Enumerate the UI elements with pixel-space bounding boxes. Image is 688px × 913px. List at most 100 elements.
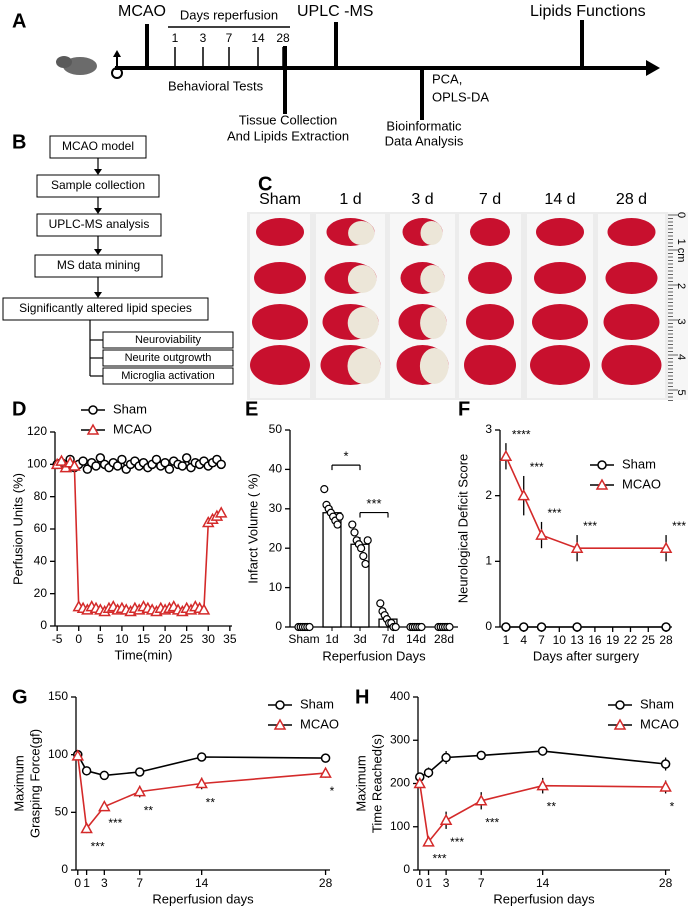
y-tick-label: 0 xyxy=(275,619,282,633)
y-tick-label: 50 xyxy=(269,422,283,436)
day-label: 1 xyxy=(172,31,179,45)
marker xyxy=(275,700,285,710)
mouse-head xyxy=(56,56,72,68)
marker xyxy=(99,770,110,781)
y-tick-label: 20 xyxy=(34,586,48,600)
x-tick-label: 3 xyxy=(101,876,108,890)
x-tick-label: 10 xyxy=(115,632,129,646)
series-line xyxy=(419,783,666,844)
day-label: 14 xyxy=(251,31,265,45)
significance-label: **** xyxy=(512,427,531,441)
data-point xyxy=(333,520,342,529)
x-tick-label: 35 xyxy=(223,632,237,646)
y-axis-label: Perfusion Units (%) xyxy=(10,473,25,585)
infarct xyxy=(419,348,449,384)
marker xyxy=(320,753,331,763)
y-axis-label: Time Reached(s) xyxy=(369,734,384,833)
flow-arrow-head xyxy=(94,292,102,298)
timeline-label: PCA, xyxy=(432,71,462,86)
brain-slice xyxy=(256,218,304,246)
flow-label: Sample collection xyxy=(51,178,145,192)
marker xyxy=(413,776,427,789)
marker xyxy=(160,457,170,468)
x-tick-label: 0 xyxy=(74,876,81,890)
data-point xyxy=(391,622,400,632)
marker xyxy=(98,800,111,812)
y-axis-label: Neurological Deficit Score xyxy=(455,454,470,604)
x-axis-label: Reperfusion days xyxy=(493,891,595,906)
y-tick-label: 0 xyxy=(403,862,410,876)
ruler-label: 4 xyxy=(675,354,687,360)
y-tick-label: 0 xyxy=(485,619,492,633)
timeline-label: Lipids Functions xyxy=(530,3,646,20)
significance-label: *** xyxy=(583,519,597,533)
marker xyxy=(441,752,451,763)
y-tick-label: 100 xyxy=(27,457,47,471)
x-tick-label: 5 xyxy=(97,632,104,646)
photo-column-label: 28 d xyxy=(616,191,647,208)
y-axis-label: Infarct Volume ( %) xyxy=(245,473,260,584)
photo-column-label: 14 d xyxy=(544,191,575,208)
brain-slice xyxy=(603,304,660,340)
brain-slice xyxy=(536,218,584,246)
x-tick-label: 1 xyxy=(425,876,432,890)
x-tick-label: 22 xyxy=(624,633,638,647)
data-point xyxy=(305,622,314,632)
flow-arrow-head xyxy=(94,169,102,175)
brain-slice xyxy=(532,304,588,340)
marker xyxy=(81,766,92,776)
y-axis-label: Grasping Force(gf) xyxy=(27,729,42,838)
x-axis-label: Reperfusion Days xyxy=(322,648,426,663)
flow-label: Significantly altered lipid species xyxy=(19,301,192,315)
x-tick-label: 20 xyxy=(158,632,172,646)
ruler-label: 5 xyxy=(675,389,687,395)
marker xyxy=(595,478,609,490)
marker xyxy=(88,405,98,415)
marker xyxy=(273,718,287,730)
x-axis-label: Days after surgery xyxy=(533,648,640,663)
y-tick-label: 300 xyxy=(390,732,410,746)
marker xyxy=(78,456,88,466)
flow-box xyxy=(102,331,234,349)
day-label: 7 xyxy=(226,31,233,45)
x-tick-label: 7 xyxy=(478,876,485,890)
marker xyxy=(117,454,127,465)
marker xyxy=(82,464,93,474)
x-tick-label: 1 xyxy=(503,633,510,647)
panel-label: F xyxy=(458,398,470,420)
marker xyxy=(80,821,93,834)
photo-column-label: Sham xyxy=(259,191,301,208)
x-axis-label: Reperfusion days xyxy=(152,891,254,906)
brain-slice xyxy=(601,345,662,385)
y-tick-label: 20 xyxy=(269,540,283,554)
infarct xyxy=(347,265,377,293)
marker xyxy=(613,718,627,730)
flow-box xyxy=(36,213,162,237)
marker xyxy=(319,766,332,778)
brain-slice xyxy=(534,262,586,294)
marker xyxy=(133,785,146,797)
ruler-label: 3 xyxy=(675,318,687,324)
marker xyxy=(597,460,607,470)
significance-label: *** xyxy=(366,496,381,511)
significance-label: *** xyxy=(450,835,464,849)
x-tick-label: 28 xyxy=(319,876,333,890)
marker xyxy=(71,749,85,761)
timeline-label: And Lipids Extraction xyxy=(227,128,349,143)
brain-slice xyxy=(466,304,514,340)
x-tick-label: 19 xyxy=(606,633,620,647)
significance-label: *** xyxy=(672,519,686,533)
y-tick-label: 30 xyxy=(269,501,283,515)
x-tick-label: 25 xyxy=(642,633,656,647)
ruler-label: 1 cm xyxy=(675,239,687,263)
timeline-label: Days reperfusion xyxy=(180,7,278,22)
marker xyxy=(214,506,228,518)
flow-label: Neuroviability xyxy=(135,334,202,346)
marker xyxy=(536,779,549,791)
significance-label: *** xyxy=(530,460,544,474)
flow-box xyxy=(102,349,234,367)
x-tick-label: 0 xyxy=(416,876,423,890)
data-point xyxy=(376,599,385,608)
panel-label: D xyxy=(12,398,26,420)
